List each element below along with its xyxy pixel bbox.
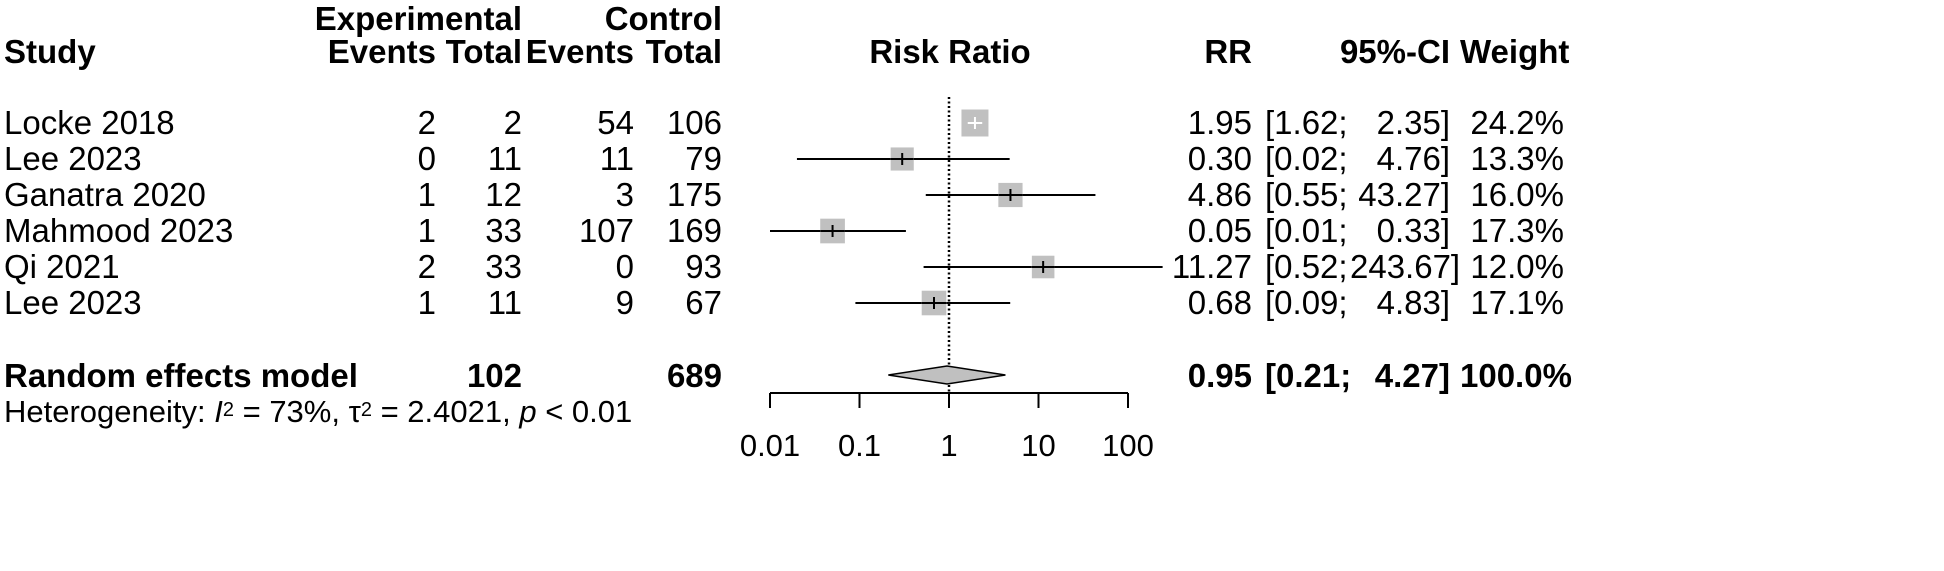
het-tau-sup: 2 bbox=[360, 399, 372, 421]
het-p-symbol: p bbox=[519, 394, 537, 429]
weight-value: 12.0% bbox=[1470, 248, 1564, 285]
header-exp-total: Total bbox=[445, 33, 522, 70]
x-tick-label: 1 bbox=[940, 428, 957, 463]
het-i-value: = 73%, bbox=[233, 394, 349, 429]
ctrl-events: 54 bbox=[597, 104, 634, 141]
rr-value: 0.30 bbox=[1187, 140, 1252, 177]
study-boxes-group bbox=[820, 109, 1055, 316]
rr-value: 1.95 bbox=[1187, 104, 1252, 141]
ci-high: 4.83] bbox=[1376, 284, 1450, 321]
study-name: Lee 2023 bbox=[4, 284, 142, 321]
summary-rr: 0.95 bbox=[1187, 357, 1252, 394]
ctrl-events: 0 bbox=[615, 248, 634, 285]
exp-events: 2 bbox=[417, 248, 436, 285]
x-axis-group: 0.01 0.1 1 10 100 bbox=[740, 392, 1154, 463]
ci-high: 243.67] bbox=[1350, 248, 1461, 285]
ci-high: 2.35] bbox=[1376, 104, 1450, 141]
header-experimental: Experimental bbox=[314, 0, 522, 37]
exp-events: 0 bbox=[417, 140, 436, 177]
header-ctrl-total: Total bbox=[645, 33, 722, 70]
ci-lines-group bbox=[770, 158, 1163, 304]
summary-weight: 100.0% bbox=[1460, 357, 1572, 394]
exp-total: 33 bbox=[485, 248, 522, 285]
ci-low: [1.62; bbox=[1265, 104, 1348, 141]
x-tick-label: 0.1 bbox=[838, 428, 881, 463]
summary-ctrl-total: 689 bbox=[666, 357, 722, 394]
ctrl-events: 3 bbox=[615, 176, 634, 213]
summary-ci-low: [0.21; bbox=[1265, 357, 1352, 394]
summary-label: Random effects model bbox=[4, 357, 358, 394]
het-tau-value: = 2.4021, bbox=[371, 394, 520, 429]
weight-value: 24.2% bbox=[1470, 104, 1564, 141]
ctrl-events: 11 bbox=[599, 140, 634, 177]
exp-total: 33 bbox=[485, 212, 522, 249]
het-i-symbol: I bbox=[214, 394, 223, 429]
x-tick-label: 10 bbox=[1021, 428, 1055, 463]
rr-value: 0.05 bbox=[1187, 212, 1252, 249]
summary-diamond bbox=[888, 365, 1006, 385]
rr-value: 0.68 bbox=[1187, 284, 1252, 321]
exp-events: 2 bbox=[417, 104, 436, 141]
weight-value: 16.0% bbox=[1470, 176, 1564, 213]
weight-value: 13.3% bbox=[1470, 140, 1564, 177]
het-i-sup: 2 bbox=[222, 399, 234, 421]
x-tick-label: 0.01 bbox=[740, 428, 800, 463]
header-ctrl-events: Events bbox=[525, 33, 634, 70]
ci-low: [0.52; bbox=[1265, 248, 1348, 285]
study-name: Mahmood 2023 bbox=[4, 212, 234, 249]
ci-low: [0.55; bbox=[1265, 176, 1348, 213]
exp-events: 1 bbox=[417, 212, 436, 249]
header-exp-events: Events bbox=[327, 33, 436, 70]
ctrl-total: 169 bbox=[666, 212, 722, 249]
ctrl-total: 79 bbox=[685, 140, 722, 177]
study-name: Ganatra 2020 bbox=[4, 176, 206, 213]
ci-low: [0.01; bbox=[1265, 212, 1348, 249]
header-ci: 95%-CI bbox=[1339, 33, 1450, 70]
ctrl-total: 67 bbox=[685, 284, 722, 321]
weight-value: 17.1% bbox=[1470, 284, 1564, 321]
het-prefix: Heterogeneity: bbox=[4, 394, 215, 429]
rr-value: 4.86 bbox=[1187, 176, 1252, 213]
summary-ci-high: 4.27] bbox=[1374, 357, 1450, 394]
ci-low: [0.09; bbox=[1265, 284, 1348, 321]
header-weight: Weight bbox=[1460, 33, 1570, 70]
ci-high: 0.33] bbox=[1376, 212, 1450, 249]
exp-events: 1 bbox=[417, 284, 436, 321]
het-tau-symbol: τ bbox=[348, 394, 361, 429]
ctrl-total: 93 bbox=[685, 248, 722, 285]
summary-diamond-group bbox=[888, 365, 1006, 385]
heterogeneity-text: Heterogeneity: I2 = 73%, τ2 = 2.4021, p … bbox=[4, 393, 632, 431]
het-p-value: < 0.01 bbox=[536, 394, 633, 429]
ctrl-total: 106 bbox=[666, 104, 722, 141]
exp-events: 1 bbox=[417, 176, 436, 213]
study-name: Qi 2021 bbox=[4, 248, 120, 285]
header-study: Study bbox=[4, 33, 96, 70]
weight-value: 17.3% bbox=[1470, 212, 1564, 249]
x-tick-label: 100 bbox=[1102, 428, 1154, 463]
summary-exp-total: 102 bbox=[466, 357, 522, 394]
study-name: Locke 2018 bbox=[4, 104, 175, 141]
ctrl-total: 175 bbox=[666, 176, 722, 213]
exp-total: 11 bbox=[487, 140, 522, 177]
exp-total: 11 bbox=[487, 284, 522, 321]
study-name: Lee 2023 bbox=[4, 140, 142, 177]
exp-total: 12 bbox=[485, 176, 522, 213]
header-risk-ratio: Risk Ratio bbox=[869, 33, 1031, 70]
exp-total: 2 bbox=[503, 104, 522, 141]
ctrl-events: 9 bbox=[615, 284, 634, 321]
rr-value: 11.27 bbox=[1171, 248, 1252, 285]
ci-high: 4.76] bbox=[1376, 140, 1450, 177]
ci-high: 43.27] bbox=[1358, 176, 1450, 213]
header-control: Control bbox=[604, 0, 722, 37]
header-rr: RR bbox=[1204, 33, 1252, 70]
ctrl-events: 107 bbox=[578, 212, 634, 249]
ci-low: [0.02; bbox=[1265, 140, 1348, 177]
